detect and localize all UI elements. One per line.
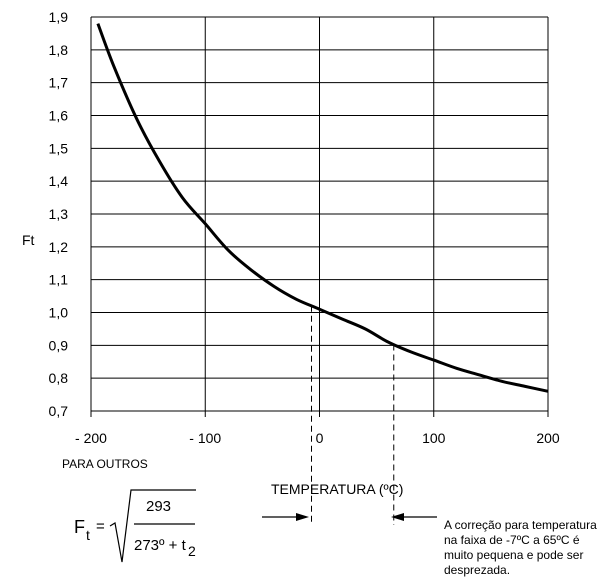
x-tick-label-1: - 100 bbox=[189, 430, 221, 446]
x-tick-label-0: - 200 bbox=[75, 430, 107, 446]
y-tick-label-12: 1,9 bbox=[49, 9, 69, 25]
note-line-4: desprezada. bbox=[444, 563, 510, 577]
sqrt-sign bbox=[109, 489, 196, 563]
y-tick-label-0: 0,7 bbox=[49, 403, 69, 419]
note: A correção para temperatura na faixa de … bbox=[444, 518, 597, 577]
x-tick-label-2: 0 bbox=[316, 430, 324, 446]
formula-denominator: 273º + t bbox=[134, 537, 187, 554]
x-axis-label: TEMPERATURA (ºC) bbox=[271, 481, 403, 497]
formula-lhs: F bbox=[74, 517, 85, 537]
y-axis-label: Ft bbox=[22, 232, 35, 248]
formula-lhs-subscript: t bbox=[86, 527, 90, 543]
y-tick-labels: 0,7 0,8 0,9 1,0 1,1 1,2 1,3 1,4 1,5 1,6 1,7 1,8 1,9 bbox=[49, 9, 69, 419]
y-tick-label-4: 1,1 bbox=[49, 272, 69, 288]
x-tick-labels: - 200 - 100 0 100 200 bbox=[75, 430, 560, 446]
x-tick-label-3: 100 bbox=[422, 430, 446, 446]
reference-lines bbox=[311, 305, 395, 525]
right-arrow bbox=[391, 513, 437, 521]
y-tick-label-3: 1,0 bbox=[49, 305, 69, 321]
grid bbox=[90, 16, 549, 417]
ft-curve bbox=[96, 23, 549, 393]
others-label: PARA OUTROS bbox=[62, 457, 148, 471]
y-tick-label-5: 1,2 bbox=[49, 239, 69, 255]
y-tick-label-1: 0,8 bbox=[49, 370, 69, 386]
left-arrow bbox=[262, 513, 309, 521]
formula-denominator-subscript: 2 bbox=[188, 543, 196, 559]
formula-numerator: 293 bbox=[146, 498, 171, 515]
y-tick-label-9: 1,6 bbox=[49, 108, 69, 124]
ft-formula: F t = 293 273º + t 2 bbox=[74, 489, 196, 563]
note-line-3: muito pequena e pode ser bbox=[444, 548, 583, 562]
x-tick-label-4: 200 bbox=[536, 430, 560, 446]
y-tick-label-10: 1,7 bbox=[49, 75, 69, 91]
y-tick-label-7: 1,4 bbox=[49, 173, 69, 189]
y-tick-label-6: 1,3 bbox=[49, 206, 69, 222]
y-tick-label-8: 1,5 bbox=[49, 140, 69, 156]
y-tick-label-2: 0,9 bbox=[49, 337, 69, 353]
note-line-1: A correção para temperatura bbox=[444, 518, 597, 532]
formula-equals: = bbox=[96, 518, 105, 535]
y-tick-label-11: 1,8 bbox=[49, 42, 69, 58]
note-line-2: na faixa de -7ºC a 65ºC é bbox=[444, 533, 580, 547]
